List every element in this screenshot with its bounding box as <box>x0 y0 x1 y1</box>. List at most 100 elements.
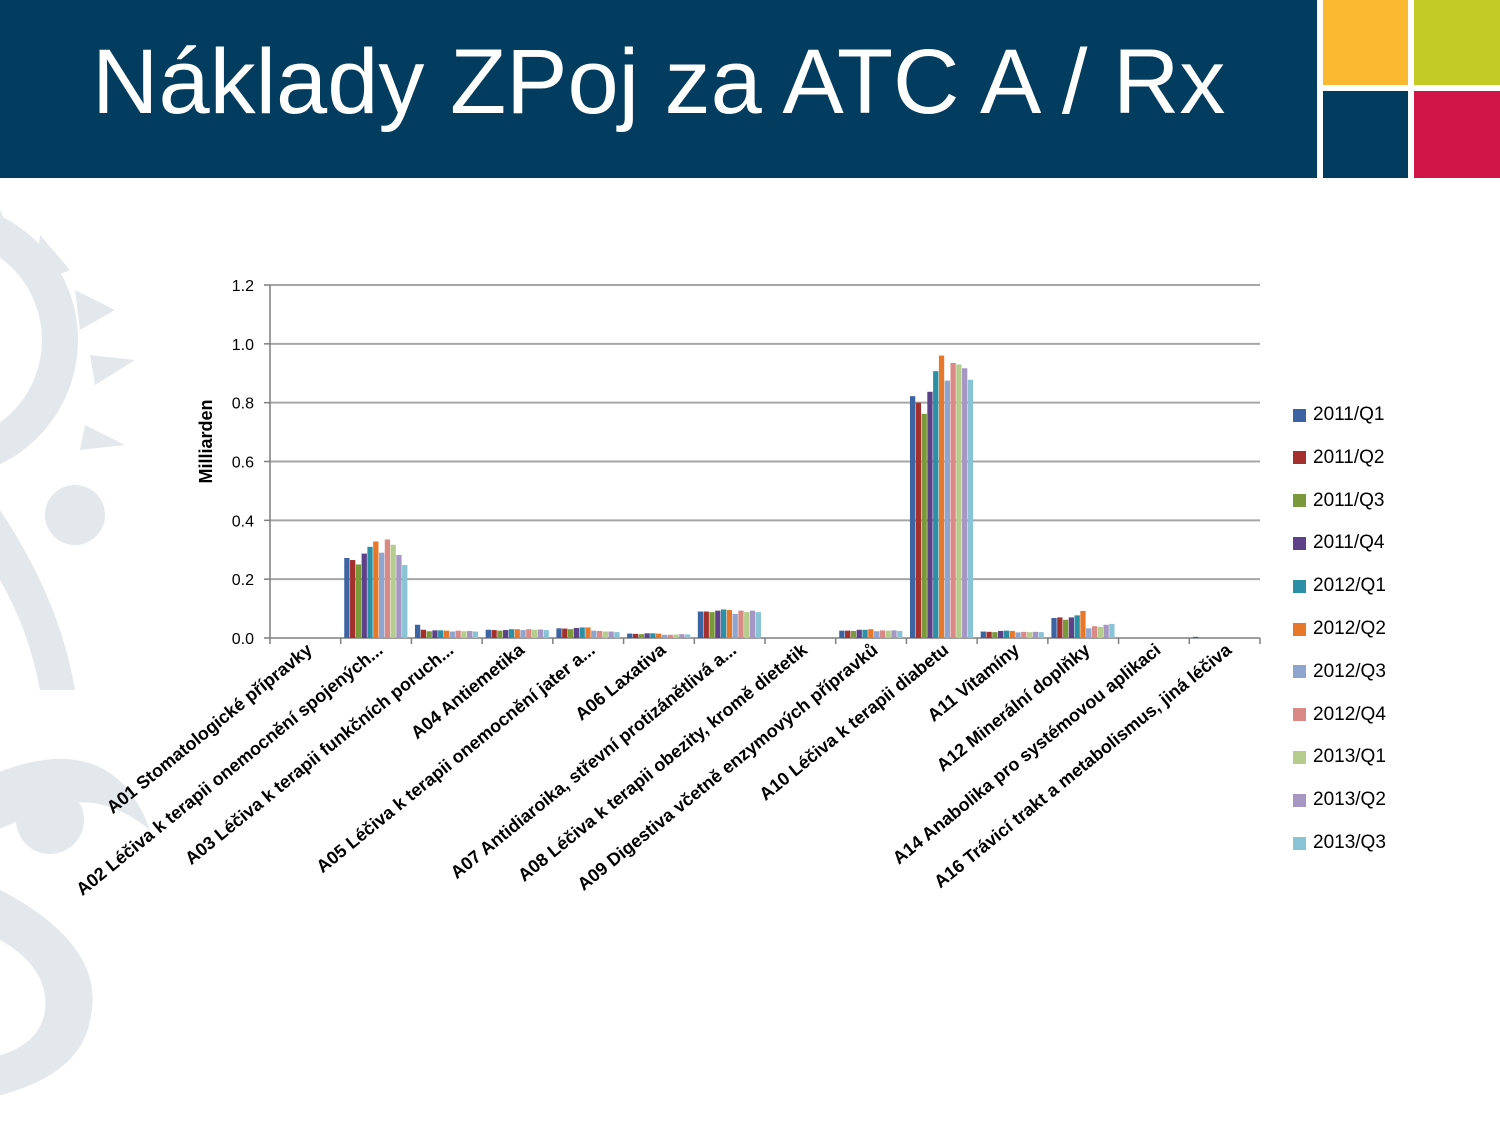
bar <box>703 611 709 638</box>
bar <box>420 629 427 638</box>
bar <box>980 631 986 638</box>
legend-item: 2011/Q4 <box>1293 528 1384 558</box>
legend-label: 2011/Q4 <box>1313 532 1385 554</box>
bar <box>1009 630 1015 638</box>
bar <box>862 629 868 638</box>
bar <box>927 391 933 638</box>
bar <box>573 627 580 638</box>
legend-item: 2011/Q1 <box>1293 400 1384 430</box>
bar <box>1003 630 1010 638</box>
bar <box>378 552 385 638</box>
bar <box>1080 610 1086 638</box>
bar <box>514 629 520 638</box>
bar <box>656 633 662 638</box>
legend-item: 2012/Q2 <box>1293 614 1386 644</box>
bar <box>1068 617 1075 638</box>
y-tick-label: 1.2 <box>232 278 254 295</box>
y-tick-label: 0.6 <box>232 455 254 472</box>
bar <box>1026 632 1033 638</box>
decor-tile-navy <box>1323 91 1408 178</box>
bar <box>461 631 467 638</box>
legend-item: 2013/Q3 <box>1293 828 1386 858</box>
bar <box>1062 619 1069 638</box>
bar <box>1097 626 1103 638</box>
bar <box>885 630 891 638</box>
y-tick-label: 0.4 <box>232 513 254 530</box>
bar <box>472 631 479 638</box>
bar <box>361 553 367 638</box>
bar <box>426 631 432 638</box>
bar <box>1103 624 1109 638</box>
bar <box>738 610 744 638</box>
legend-item: 2012/Q4 <box>1293 700 1386 730</box>
bar <box>344 557 350 638</box>
legend-label: 2012/Q2 <box>1313 618 1386 639</box>
legend-item: 2011/Q3 <box>1293 486 1384 516</box>
bar <box>579 627 585 638</box>
legend-label: 2011/Q1 <box>1313 404 1385 425</box>
bar <box>661 634 668 638</box>
bar <box>732 613 738 638</box>
title-bar: Náklady ZPoj za ATC A / Rx <box>0 0 1317 178</box>
x-tick-label: A14 Anabolika pro systémovou aplikaci <box>889 640 1165 869</box>
bar <box>443 630 450 638</box>
bar <box>1015 632 1021 638</box>
bar <box>850 630 857 638</box>
bar <box>921 413 927 638</box>
bar <box>891 630 897 638</box>
legend-label: 2011/Q2 <box>1313 446 1385 468</box>
bar <box>438 630 444 638</box>
bar <box>449 631 455 638</box>
legend-item: 2012/Q3 <box>1293 657 1386 687</box>
bar <box>720 609 727 638</box>
legend-swatch <box>1293 622 1306 636</box>
bar <box>938 355 945 638</box>
legend-swatch <box>1293 451 1306 465</box>
legend-item: 2011/Q2 <box>1293 443 1384 473</box>
legend-label: 2013/Q2 <box>1313 789 1386 811</box>
bar <box>992 632 998 638</box>
bar <box>1021 631 1027 638</box>
legend-item: 2013/Q1 <box>1293 742 1386 772</box>
legend-label: 2013/Q3 <box>1313 832 1386 853</box>
sun-watermark-icon <box>0 210 150 1096</box>
bar <box>390 544 396 638</box>
legend-item: 2013/Q2 <box>1293 785 1386 815</box>
bar <box>986 631 992 638</box>
bar <box>556 628 562 638</box>
bar <box>909 396 916 638</box>
decor-tile-orange <box>1323 0 1408 85</box>
bar <box>508 629 515 638</box>
bar <box>591 630 597 638</box>
bar <box>726 610 733 638</box>
decor-tile-green <box>1414 0 1500 85</box>
legend-item: 2012/Q1 <box>1293 571 1386 601</box>
legend-swatch <box>1293 836 1306 850</box>
legend-swatch <box>1293 793 1306 807</box>
legend-swatch <box>1293 494 1306 508</box>
bar <box>585 627 591 638</box>
bar <box>697 611 704 638</box>
bar <box>1192 636 1199 638</box>
slide-title: Náklady ZPoj za ATC A / Rx <box>92 31 1226 133</box>
bar <box>944 380 950 638</box>
bar <box>350 560 356 638</box>
bar <box>531 629 538 638</box>
bar <box>497 630 503 638</box>
y-tick-label: 1.0 <box>232 337 254 354</box>
bar <box>367 546 373 638</box>
bar <box>396 555 402 638</box>
bar <box>868 629 874 638</box>
bar <box>897 630 903 638</box>
bar <box>684 634 691 638</box>
decor-tile-red <box>1414 91 1500 178</box>
bar <box>709 612 715 638</box>
bar <box>1109 623 1115 638</box>
bar <box>373 541 379 638</box>
bar <box>715 610 721 638</box>
bar <box>1032 631 1039 638</box>
bar <box>1091 626 1098 638</box>
bar <box>627 633 633 638</box>
legend-label: 2012/Q1 <box>1313 575 1386 597</box>
